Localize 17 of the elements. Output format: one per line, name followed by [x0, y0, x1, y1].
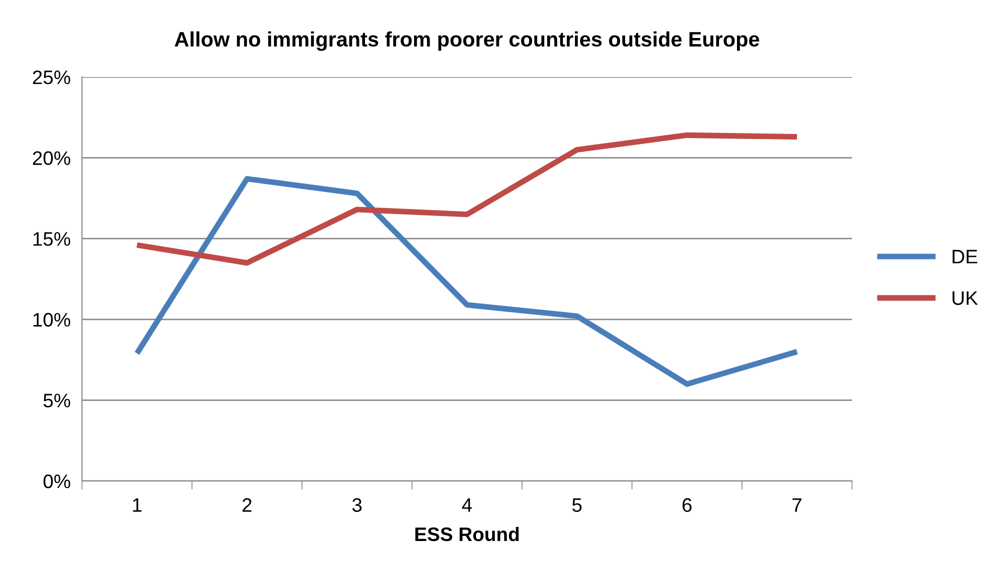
x-tick-label: 6 [682, 498, 692, 512]
y-tick-label: 25% [32, 70, 70, 84]
x-axis-title: ESS Round [415, 526, 519, 542]
x-tick-label: 1 [133, 498, 142, 512]
y-tick-label: 15% [33, 232, 70, 246]
legend-label: UK [952, 291, 978, 305]
x-tick-label: 3 [352, 498, 362, 512]
x-tick-label: 4 [462, 498, 472, 512]
x-tick-label: 2 [242, 498, 252, 512]
y-tick-label: 20% [32, 151, 70, 166]
legend-label: DE [952, 250, 978, 264]
x-tick-label: 5 [572, 498, 582, 512]
y-tick-label: 5% [44, 394, 70, 408]
x-tick-label: 7 [792, 498, 802, 512]
y-tick-label: 10% [33, 312, 70, 327]
chart-title: Allow no immigrants from poorer countries outside Europe [174, 31, 760, 51]
y-tick-label: 0% [44, 474, 70, 488]
